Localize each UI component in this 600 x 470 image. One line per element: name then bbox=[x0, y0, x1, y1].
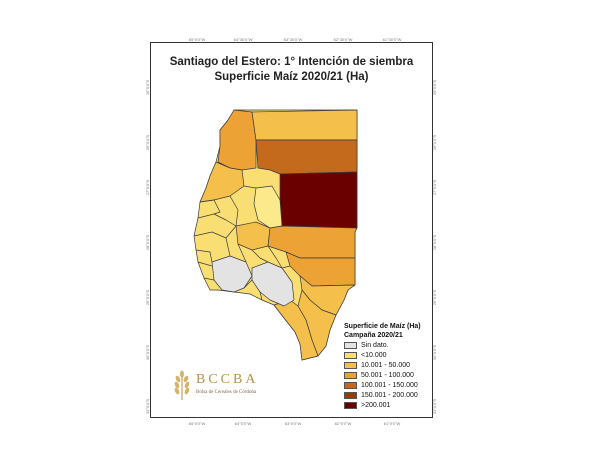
legend-swatch bbox=[344, 342, 357, 349]
legend-label: 50.001 - 100.000 bbox=[361, 372, 414, 379]
legend-label: <10.000 bbox=[361, 352, 387, 359]
tick-bottom: 64°0'0"W bbox=[234, 421, 252, 426]
legend-swatch bbox=[344, 362, 357, 369]
legend-item: 10.001 - 50.000 bbox=[344, 361, 432, 370]
legend-item: 150.001 - 200.000 bbox=[344, 391, 432, 400]
tick-bottom: 62°0'0"W bbox=[334, 421, 352, 426]
legend-swatch bbox=[344, 402, 357, 409]
legend-swatch bbox=[344, 382, 357, 389]
department-no-data-2 bbox=[251, 261, 295, 307]
map-title: Santiago del Estero: 1° Intención de sie… bbox=[169, 56, 414, 68]
legend-item: 100.001 - 150.000 bbox=[344, 381, 432, 390]
legend-label: Sin dato. bbox=[361, 342, 389, 349]
department-northeast bbox=[255, 139, 358, 175]
legend-label: 150.001 - 200.000 bbox=[361, 392, 418, 399]
tick-bottom: 65°0'0"W bbox=[188, 421, 206, 426]
department-north bbox=[251, 109, 358, 141]
legend-item: 50.001 - 100.000 bbox=[344, 371, 432, 380]
department-east bbox=[279, 171, 358, 229]
tick-bottom: 63°0'0"W bbox=[284, 421, 302, 426]
logo-subtitle: Bolsa de Cereales de Córdoba bbox=[196, 390, 257, 395]
legend-subtitle: Campaña 2020/21 bbox=[344, 332, 403, 339]
legend-swatch bbox=[344, 392, 357, 399]
tick-top: 61°30'0"W bbox=[382, 37, 402, 42]
map-legend: Superficie de Maíz (Ha) Campaña 2020/21 … bbox=[344, 322, 432, 410]
legend-title: Superficie de Maíz (Ha) bbox=[344, 323, 421, 330]
department-northwest bbox=[217, 109, 257, 171]
legend-item: >200.001 bbox=[344, 401, 432, 410]
bccba-logo: BCCBA Bolsa de Cereales de Córdoba bbox=[170, 370, 280, 404]
legend-swatch bbox=[344, 352, 357, 359]
tick-top: 64°30'0"W bbox=[233, 37, 253, 42]
wheat-icon bbox=[174, 370, 190, 400]
department-south bbox=[273, 299, 319, 361]
legend-swatch bbox=[344, 372, 357, 379]
legend-item: Sin dato. bbox=[344, 341, 432, 350]
tick-top: 62°30'0"W bbox=[333, 37, 353, 42]
legend-item: <10.000 bbox=[344, 351, 432, 360]
logo-brand: BCCBA bbox=[196, 372, 259, 387]
map-subtitle: Superficie Maíz 2020/21 (Ha) bbox=[214, 71, 369, 83]
legend-label: 100.001 - 150.000 bbox=[361, 382, 418, 389]
tick-top: 65°0'0"W bbox=[188, 37, 206, 42]
legend-label: >200.001 bbox=[361, 402, 391, 409]
tick-top: 63°30'0"W bbox=[283, 37, 303, 42]
tick-bottom: 61°0'0"W bbox=[383, 421, 401, 426]
legend-label: 10.001 - 50.000 bbox=[361, 362, 411, 369]
